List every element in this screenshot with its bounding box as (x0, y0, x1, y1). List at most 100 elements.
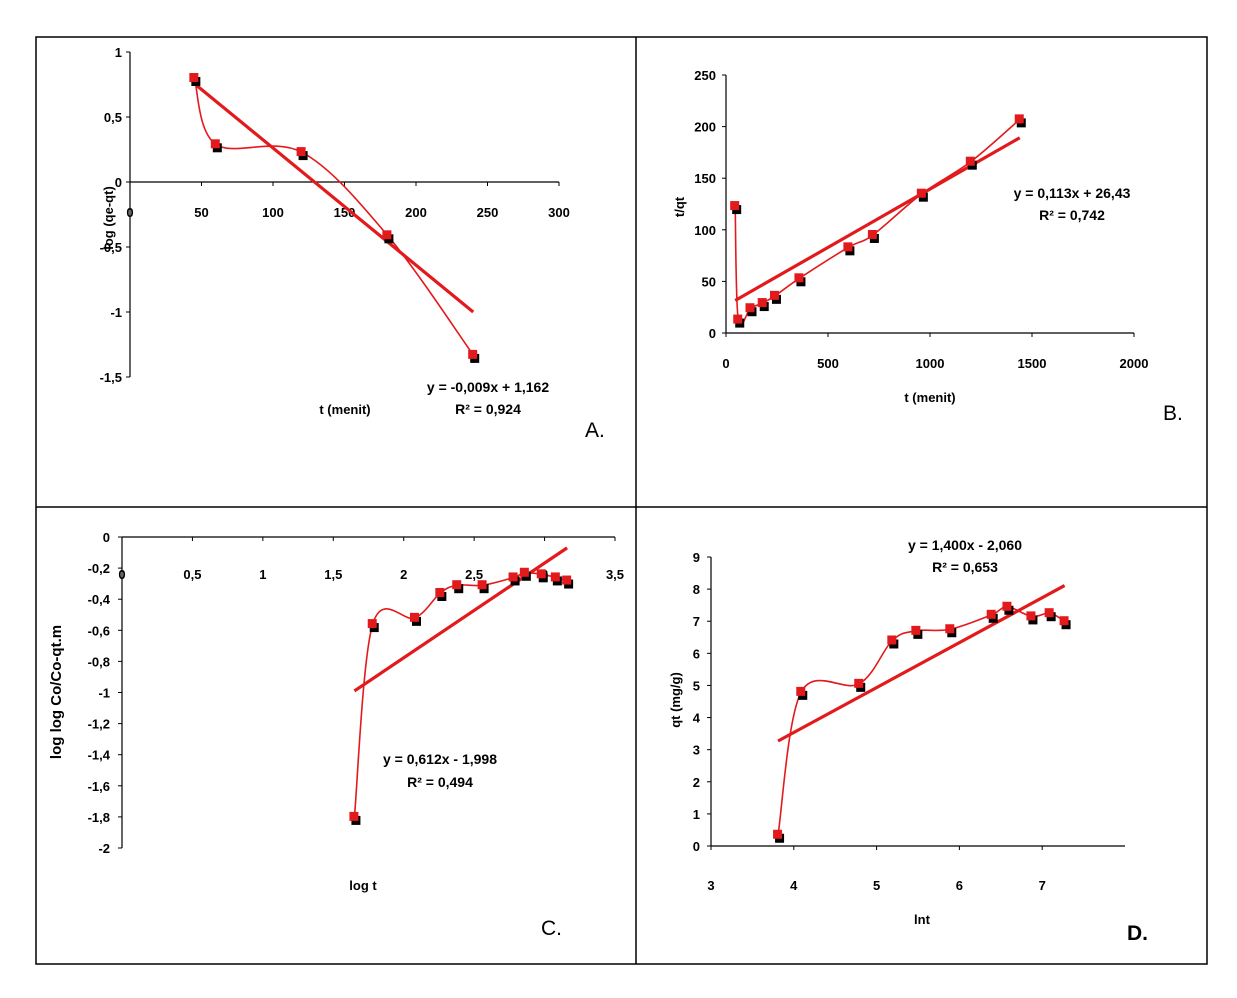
panel-d-trendline (777, 584, 1066, 743)
panel-c-data-point (519, 567, 529, 577)
panel-d-y-tick-label: 6 (693, 646, 700, 661)
panel-c-y-tick-label: -1,4 (88, 748, 111, 763)
panel-a-y-tick-label: 1 (115, 45, 122, 60)
panel-c-data-point (435, 587, 445, 597)
panel-c-data-point (452, 580, 462, 590)
panel-c-marks (349, 546, 574, 825)
panel-a: 1 0,5 0 -0,5 -1 -1,5 0 50 100 150 200 250 300 t (men… (100, 45, 605, 442)
panel-d-data-point (911, 625, 921, 635)
panel-a-marks (189, 73, 480, 363)
panel-a-y-tick-label: 0,5 (104, 110, 122, 125)
panel-d-data-point (887, 635, 897, 645)
panel-d-x-tick-label: 6 (956, 878, 963, 893)
panel-d-y-tick-label: 8 (693, 582, 700, 597)
panel-b-data-point (965, 156, 975, 166)
panel-b-y-tick-label: 150 (694, 171, 716, 186)
panel-b-data-point (745, 303, 755, 313)
panel-b-axes (725, 75, 1134, 334)
panel-a-data-point (210, 139, 220, 149)
panel-d-data-point (1026, 611, 1036, 621)
panel-d-data-point (854, 678, 864, 688)
panel-a-ticks: 1 0,5 0 -0,5 -1 -1,5 0 50 100 150 200 250 300 (100, 45, 570, 385)
panel-d-marks (773, 584, 1071, 843)
panel-d-x-tick-label: 7 (1039, 878, 1046, 893)
panel-c-x-axis-title: log t (349, 878, 377, 893)
panel-c-data-point (349, 811, 359, 821)
panel-c-x-tick-label: 2 (400, 567, 407, 582)
panel-b-y-tick-label: 50 (702, 274, 716, 289)
panel-c-x-tick-label: 1 (259, 567, 266, 582)
panel-a-x-tick-label: 100 (262, 205, 284, 220)
panel-c-y-tick-label: -1,6 (88, 779, 110, 794)
panel-c-data-point (550, 572, 560, 582)
panel-d-x-tick-label: 4 (790, 878, 798, 893)
panel-d-y-tick-label: 9 (693, 550, 700, 565)
panel-b-x-tick-label: 1500 (1018, 356, 1047, 371)
panel-c-y-tick-label: -0,2 (88, 561, 110, 576)
panel-a-y-axis-title: log (qe-qt) (101, 186, 116, 250)
panel-d-y-tick-label: 2 (693, 775, 700, 790)
panel-d-y-tick-label: 3 (693, 743, 700, 758)
panel-b-marks (730, 114, 1026, 328)
panel-d-data-point (1002, 601, 1012, 611)
panel-d-r-squared: R² = 0,653 (932, 559, 998, 575)
panel-a-x-tick-label: 250 (477, 205, 499, 220)
panel-d-y-tick-label: 5 (693, 678, 700, 693)
panel-b-data-point (794, 273, 804, 283)
panel-d-x-tick-label: 3 (707, 878, 714, 893)
panel-a-x-axis-title: t (menit) (319, 402, 370, 417)
panel-a-x-tick-label: 150 (334, 205, 356, 220)
panel-d-data-point (773, 829, 783, 839)
panel-b-data-point (916, 188, 926, 198)
panel-d-data-point (1059, 616, 1069, 626)
panel-d-x-axis-title: lnt (914, 912, 931, 927)
panel-b-x-tick-label: 0 (722, 356, 729, 371)
panel-b-data-point (1014, 114, 1024, 124)
panel-c-x-tick-label: 0 (118, 567, 125, 582)
panel-c-r-squared: R² = 0,494 (407, 774, 473, 790)
panel-c-y-tick-label: -1,2 (88, 717, 110, 732)
panel-b-equation: y = 0,113x + 26,43 (1014, 185, 1131, 201)
panel-c-y-tick-label: -2 (98, 841, 110, 856)
panel-b-y-tick-label: 250 (694, 68, 716, 83)
panel-b-data-point (730, 201, 740, 211)
panel-a-y-tick-label: 0 (115, 175, 122, 190)
panel-d-label: D. (1127, 922, 1148, 945)
panel-d-y-tick-label: 0 (693, 839, 700, 854)
panel-c-x-tick-label: 3,5 (606, 567, 624, 582)
panel-d-data-point (945, 624, 955, 634)
panel-c-y-axis-title: log log Co/Co-qt.m (48, 625, 65, 759)
panel-a-r-squared: R² = 0,924 (455, 401, 521, 417)
panel-d-y-tick-label: 7 (693, 614, 700, 629)
panel-c-y-tick-label: -0,8 (88, 654, 110, 669)
panel-a-data-point (382, 230, 392, 240)
panel-d-y-tick-label: 4 (693, 711, 701, 726)
panel-c-trendline (353, 546, 569, 693)
panel-a-x-tick-label: 50 (194, 205, 208, 220)
panel-b-x-tick-label: 1000 (916, 356, 945, 371)
panel-b-data-point (757, 298, 767, 308)
panel-d-equation: y = 1,400x - 2,060 (908, 537, 1022, 553)
panel-c-data-point (477, 580, 487, 590)
panel-b-y-tick-label: 0 (709, 326, 716, 341)
panel-c-data-point (409, 612, 419, 622)
panel-a-data-point (189, 73, 199, 82)
panel-d-axes (710, 557, 1125, 847)
panel-c-y-tick-label: 0 (103, 530, 110, 545)
panel-d-data-point (796, 686, 806, 696)
panel-a-fit-curve (193, 77, 474, 356)
panel-a-y-tick-label: -1 (110, 305, 122, 320)
panel-d-data-point (986, 609, 996, 619)
panel-c: 0 -0,2 -0,4 -0,6 -0,8 -1 -1,2 -1,4 -1,6 -1,8 -2 0 0,… (48, 530, 624, 940)
panel-c-equation: y = 0,612x - 1,998 (383, 751, 497, 767)
panel-c-axes (121, 536, 615, 848)
panel-b-data-point (867, 229, 877, 239)
panel-b-y-axis-title: t/qt (672, 196, 687, 217)
figure-frame (35, 36, 1208, 965)
panel-b-y-tick-label: 200 (694, 120, 716, 135)
panel-a-label: A. (585, 419, 605, 442)
panel-a-x-tick-label: 0 (126, 205, 133, 220)
panel-c-label: C. (541, 917, 562, 940)
panel-b-label: B. (1163, 402, 1183, 425)
